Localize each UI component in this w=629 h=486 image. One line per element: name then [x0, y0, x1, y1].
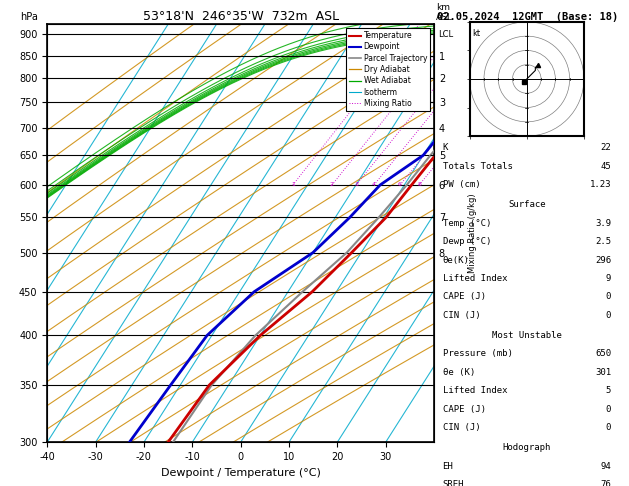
Text: Mixing Ratio (g/kg): Mixing Ratio (g/kg) [468, 193, 477, 273]
Text: 3: 3 [354, 182, 358, 188]
Text: Lifted Index: Lifted Index [443, 274, 507, 283]
Text: Pressure (mb): Pressure (mb) [443, 349, 513, 358]
Text: 5: 5 [606, 386, 611, 395]
Text: 0: 0 [606, 405, 611, 414]
Text: 2: 2 [330, 182, 334, 188]
Text: CIN (J): CIN (J) [443, 311, 480, 320]
Text: 8: 8 [417, 182, 421, 188]
X-axis label: Dewpoint / Temperature (°C): Dewpoint / Temperature (°C) [160, 468, 321, 478]
Text: 296: 296 [595, 256, 611, 264]
Text: kt: kt [472, 29, 481, 38]
Text: CIN (J): CIN (J) [443, 423, 480, 432]
Text: 650: 650 [595, 349, 611, 358]
Text: 9: 9 [606, 274, 611, 283]
Text: SREH: SREH [443, 480, 464, 486]
Text: Most Unstable: Most Unstable [492, 331, 562, 340]
Text: 2.5: 2.5 [595, 237, 611, 246]
Text: θe (K): θe (K) [443, 368, 475, 377]
Text: CAPE (J): CAPE (J) [443, 293, 486, 301]
Text: K: K [443, 143, 448, 152]
Text: Hodograph: Hodograph [503, 443, 551, 452]
Title: 53°18'N  246°35'W  732m  ASL: 53°18'N 246°35'W 732m ASL [143, 10, 338, 23]
Text: 1: 1 [291, 182, 295, 188]
Text: PW (cm): PW (cm) [443, 180, 480, 189]
Text: Temp (°C): Temp (°C) [443, 219, 491, 227]
Text: km
ASL: km ASL [436, 3, 453, 22]
Text: Lifted Index: Lifted Index [443, 386, 507, 395]
Text: Totals Totals: Totals Totals [443, 162, 513, 171]
Text: 22: 22 [600, 143, 611, 152]
Text: 0: 0 [606, 423, 611, 432]
Text: 0: 0 [606, 311, 611, 320]
Text: CAPE (J): CAPE (J) [443, 405, 486, 414]
Legend: Temperature, Dewpoint, Parcel Trajectory, Dry Adiabat, Wet Adiabat, Isotherm, Mi: Temperature, Dewpoint, Parcel Trajectory… [346, 28, 430, 111]
Text: LCL: LCL [438, 30, 453, 39]
Text: 45: 45 [600, 162, 611, 171]
Text: θe(K): θe(K) [443, 256, 469, 264]
Text: 76: 76 [600, 480, 611, 486]
Text: hPa: hPa [20, 12, 38, 22]
Text: 4: 4 [372, 182, 376, 188]
Text: 3.9: 3.9 [595, 219, 611, 227]
Text: Dewp (°C): Dewp (°C) [443, 237, 491, 246]
Text: 6: 6 [398, 182, 402, 188]
Text: EH: EH [443, 462, 454, 470]
Text: 0: 0 [606, 293, 611, 301]
Text: 02.05.2024  12GMT  (Base: 18): 02.05.2024 12GMT (Base: 18) [437, 12, 618, 22]
Text: Surface: Surface [508, 200, 545, 209]
Text: 301: 301 [595, 368, 611, 377]
Text: 94: 94 [600, 462, 611, 470]
Text: 1.23: 1.23 [589, 180, 611, 189]
